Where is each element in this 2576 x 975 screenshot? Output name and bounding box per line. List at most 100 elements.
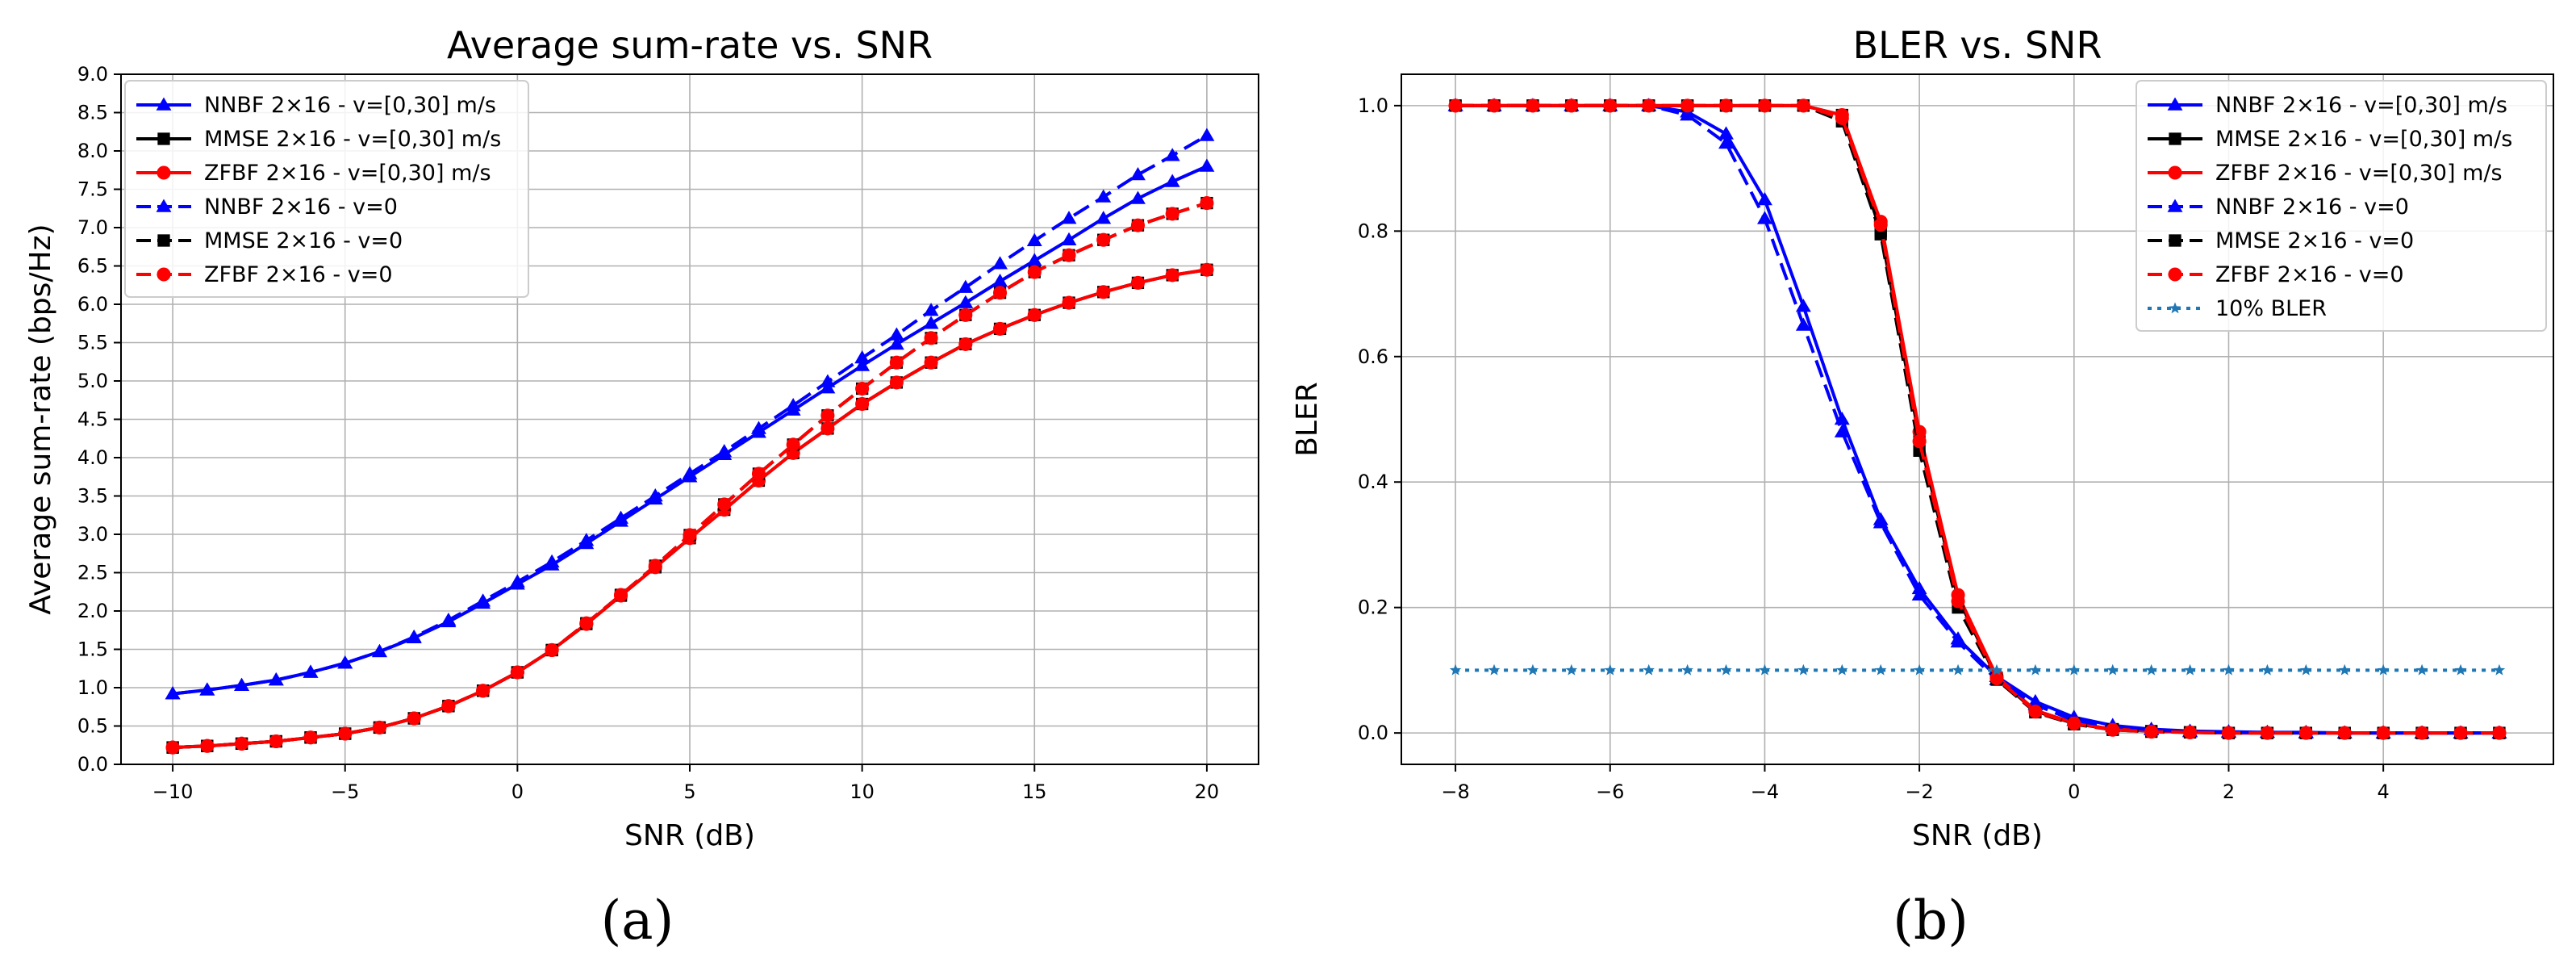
- legend-item: MMSE 2×16 - v=[0,30] m/s: [2148, 127, 2512, 152]
- x-tick-label: 5: [683, 780, 695, 803]
- data-point: [234, 736, 249, 751]
- data-point: [1874, 228, 1887, 241]
- y-tick-label: 6.5: [77, 255, 108, 278]
- y-tick-label: 0.8: [1358, 220, 1388, 242]
- data-point: [303, 730, 318, 745]
- x-tick-label: 0: [511, 780, 524, 803]
- data-point: [820, 374, 836, 387]
- x-tick-label: 15: [1022, 780, 1047, 803]
- data-point: [958, 295, 974, 308]
- data-point: [2261, 663, 2273, 676]
- legend-marker: [157, 165, 171, 180]
- data-point: [2454, 663, 2467, 676]
- data-point: [1951, 594, 1965, 609]
- data-point: [1487, 98, 1501, 113]
- legend-label: NNBF 2×16 - v=0: [2215, 195, 2409, 220]
- legend-label: MMSE 2×16 - v=[0,30] m/s: [2215, 127, 2512, 152]
- data-point: [2221, 726, 2236, 740]
- data-point: [648, 559, 662, 573]
- data-point: [2028, 705, 2043, 719]
- tick-labels: −10 −5 0 5 10 15 20 0.0 0.5 1.0 1.5 2.0 2.5 3.0 3.5 4.0…: [77, 63, 1219, 803]
- data-point: [1681, 663, 1693, 676]
- legend-item: NNBF 2×16 - v=0: [2148, 195, 2409, 220]
- data-point: [2298, 726, 2313, 740]
- x-tick-label: 10: [850, 780, 875, 803]
- data-point: [1488, 663, 1501, 676]
- data-point: [1836, 663, 1848, 676]
- y-tick-label: 0.2: [1358, 596, 1388, 619]
- legend-label: MMSE 2×16 - v=[0,30] m/s: [204, 127, 501, 152]
- data-point: [854, 358, 870, 371]
- data-point: [1873, 515, 1889, 529]
- chart-panel-b: −8 −6 −4 −2 0 2 4 0.0 0.2 0.4 0.6 0.8 1.0 BLER vs. SN…: [1291, 23, 2554, 952]
- data-point: [924, 331, 938, 345]
- data-point: [2338, 663, 2351, 676]
- legend-item: NNBF 2×16 - v=0: [136, 195, 398, 220]
- tick-labels: −8 −6 −4 −2 0 2 4 0.0 0.2 0.4 0.6 0.8 1.0: [1358, 94, 2390, 803]
- data-point: [992, 256, 1008, 270]
- y-tick-label: 8.5: [77, 102, 108, 124]
- data-point: [2492, 726, 2507, 740]
- data-point: [1989, 671, 2004, 686]
- data-point: [889, 375, 904, 390]
- x-tick-label: 0: [2068, 780, 2080, 803]
- data-point: [1130, 218, 1146, 232]
- series-6: [1449, 663, 2506, 676]
- data-point: [1913, 663, 1926, 676]
- data-point: [1642, 98, 1656, 113]
- y-tick-label: 0.4: [1358, 471, 1388, 493]
- y-tick-label: 8.0: [77, 140, 108, 162]
- data-point: [1130, 275, 1146, 290]
- data-point: [2300, 663, 2312, 676]
- legend-item: NNBF 2×16 - v=[0,30] m/s: [136, 93, 496, 118]
- series-3: [165, 128, 1215, 700]
- legend: NNBF 2×16 - v=[0,30] m/s MMSE 2×16 - v=[0…: [124, 80, 529, 298]
- data-point: [2068, 663, 2081, 676]
- data-point: [958, 308, 973, 322]
- data-point: [2029, 663, 2042, 676]
- data-point: [613, 588, 628, 602]
- data-point: [1990, 663, 2003, 676]
- data-point: [475, 593, 491, 607]
- legend-marker: [157, 267, 171, 282]
- legend-label: ZFBF 2×16 - v=0: [204, 262, 393, 287]
- data-point: [786, 437, 800, 452]
- data-point: [2145, 663, 2157, 676]
- data-point: [2144, 725, 2159, 739]
- data-point: [1756, 211, 1772, 224]
- series-group: [1447, 98, 2507, 740]
- data-point: [1874, 663, 1887, 676]
- y-tick-label: 2.5: [77, 562, 108, 584]
- data-point: [337, 655, 353, 669]
- legend-label: NNBF 2×16 - v=[0,30] m/s: [204, 93, 496, 118]
- data-point: [1526, 663, 1539, 676]
- data-point: [716, 443, 733, 458]
- data-point: [647, 488, 663, 502]
- data-point: [338, 726, 353, 741]
- x-tick-label: 4: [2378, 780, 2390, 803]
- data-point: [2493, 663, 2506, 676]
- y-axis-label: Average sum-rate (bps/Hz): [24, 224, 57, 614]
- chart-title: BLER vs. SNR: [1853, 23, 2102, 67]
- data-point: [1797, 663, 1810, 676]
- legend-marker: [156, 199, 172, 212]
- data-point: [1911, 587, 1927, 600]
- data-point: [234, 677, 249, 691]
- data-point: [2260, 726, 2274, 740]
- data-point: [855, 381, 870, 396]
- data-point: [958, 337, 973, 351]
- legend-marker: [2167, 199, 2183, 212]
- x-tick-label: −6: [1596, 780, 1624, 803]
- data-point: [1165, 268, 1179, 282]
- legend-box: [2136, 80, 2547, 332]
- legend-marker: [2167, 97, 2183, 111]
- data-point: [1796, 98, 1810, 113]
- data-point: [269, 734, 283, 749]
- data-point: [199, 682, 215, 696]
- data-point: [1096, 232, 1111, 247]
- y-tick-label: 4.0: [77, 446, 108, 469]
- data-point: [545, 642, 559, 657]
- y-tick-label: 0.0: [1358, 722, 1388, 744]
- y-tick-label: 2.0: [77, 600, 108, 622]
- data-point: [476, 684, 491, 698]
